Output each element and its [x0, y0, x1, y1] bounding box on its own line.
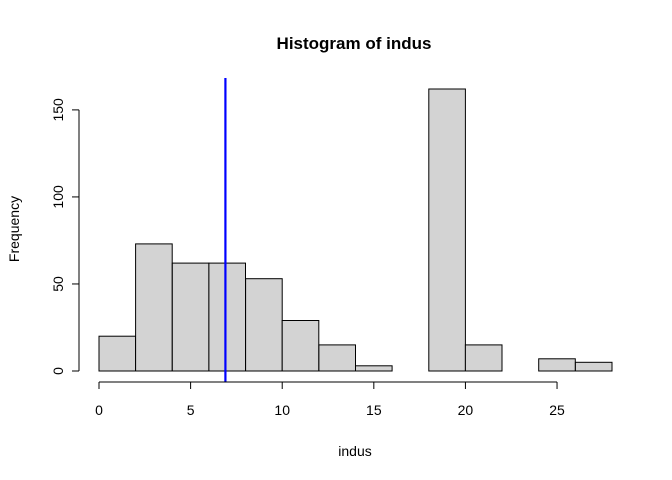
histogram-bar-7 — [355, 365, 393, 372]
x-axis-label: indus — [338, 443, 371, 459]
y-tick-label-0: 0 — [50, 367, 66, 375]
bars-group — [98, 88, 613, 372]
histogram-bar-4 — [245, 278, 283, 372]
histogram-bar-12 — [538, 358, 576, 372]
y-axis-label: Frequency — [6, 196, 22, 262]
x-axis: 0 5 10 15 20 25 — [95, 381, 565, 418]
histogram-bar-13 — [574, 361, 613, 372]
y-tick-label-2: 100 — [50, 185, 66, 209]
histogram-bar-6 — [318, 344, 356, 372]
chart-title: Histogram of indus — [277, 34, 432, 53]
histogram-bar-3 — [208, 262, 246, 372]
x-tick-label-5: 25 — [549, 402, 565, 418]
histogram-bar-2 — [171, 262, 210, 372]
x-tick-label-0: 0 — [95, 402, 103, 418]
y-tick-label-1: 50 — [50, 276, 66, 292]
y-tick-label-3: 150 — [50, 98, 66, 122]
x-tick-label-4: 20 — [458, 402, 474, 418]
histogram-bar-9 — [428, 88, 466, 372]
histogram-bar-0 — [98, 335, 137, 372]
histogram-bar-10 — [464, 344, 503, 372]
histogram-bar-5 — [281, 320, 320, 372]
x-tick-label-3: 15 — [366, 402, 382, 418]
x-tick-label-1: 5 — [187, 402, 195, 418]
x-tick-label-2: 10 — [274, 402, 290, 418]
y-axis: 0 50 100 150 — [50, 98, 80, 375]
histogram-bar-1 — [135, 243, 173, 372]
